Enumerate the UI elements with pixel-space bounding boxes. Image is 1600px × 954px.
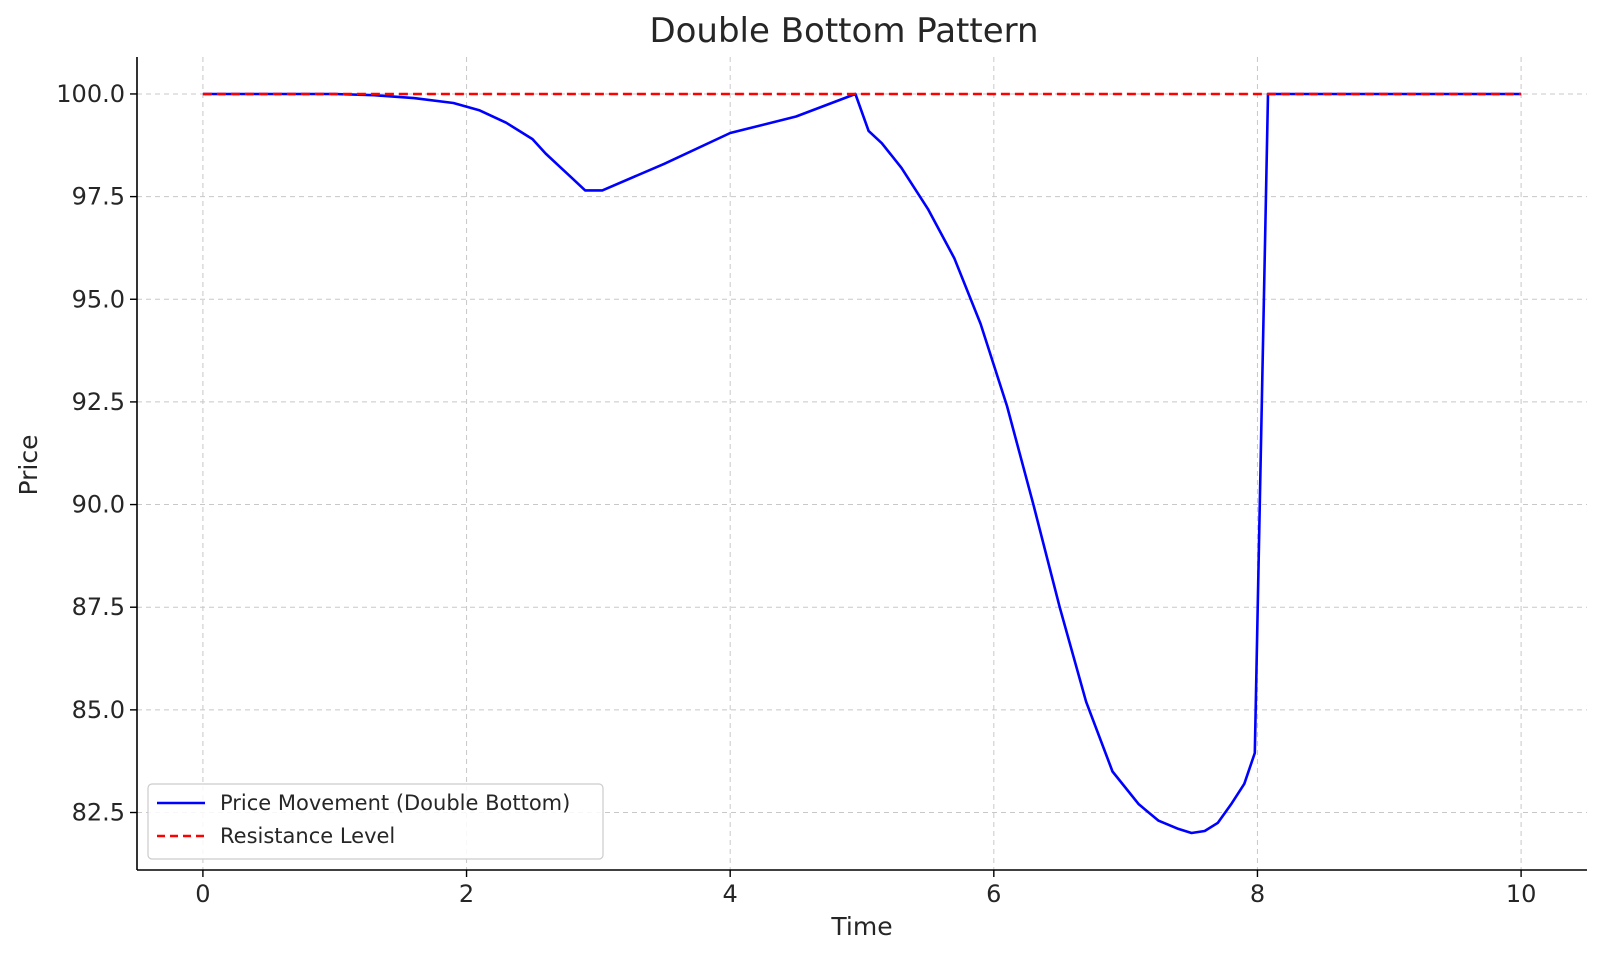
chart-title: Double Bottom Pattern	[649, 11, 1038, 51]
x-tick-label: 2	[459, 880, 474, 908]
y-axis-label: Price	[14, 435, 43, 496]
y-tick-label: 95.0	[72, 285, 125, 313]
grid	[137, 57, 1587, 870]
y-tick-label: 85.0	[72, 696, 125, 724]
legend-label-resistance-level: Resistance Level	[220, 824, 395, 848]
x-ticks: 0 2 4 6 8 10	[195, 870, 1536, 908]
x-tick-label: 4	[723, 880, 738, 908]
legend-label-price-movement: Price Movement (Double Bottom)	[220, 791, 570, 815]
series-line-price-movement	[202, 92, 1522, 835]
y-ticks: 82.5 85.0 87.5 90.0 92.5 95.0 97.5 100.0	[56, 80, 137, 827]
y-tick-label: 90.0	[72, 491, 125, 519]
x-axis-label: Time	[830, 912, 892, 941]
legend: Price Movement (Double Bottom) Resistanc…	[147, 783, 604, 860]
y-tick-label: 100.0	[56, 80, 125, 108]
x-tick-label: 6	[986, 880, 1001, 908]
x-tick-label: 10	[1506, 880, 1537, 908]
x-tick-label: 0	[195, 880, 210, 908]
legend-box	[147, 783, 604, 860]
y-tick-label: 92.5	[72, 388, 125, 416]
y-tick-label: 82.5	[72, 799, 125, 827]
series-layer	[202, 92, 1522, 835]
y-tick-label: 97.5	[72, 183, 125, 211]
y-tick-label: 87.5	[72, 593, 125, 621]
x-tick-label: 8	[1250, 880, 1265, 908]
